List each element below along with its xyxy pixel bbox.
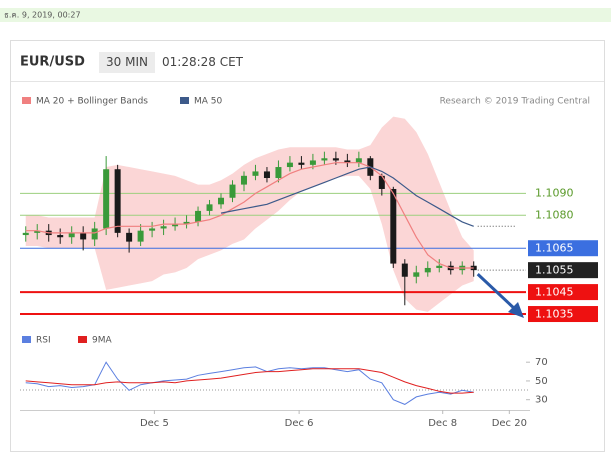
level-label: 1.1055 xyxy=(535,264,574,277)
legend-swatch xyxy=(22,97,31,104)
candle-body xyxy=(275,167,282,179)
level-label: 1.1080 xyxy=(535,208,574,221)
y-tick-label: 50 xyxy=(535,376,548,387)
candle-body xyxy=(240,175,247,185)
timeframe-box xyxy=(99,52,155,73)
legend-label: MA 20 + Bollinger Bands xyxy=(36,97,148,107)
candle-body xyxy=(378,175,385,189)
bollinger-band xyxy=(25,116,474,312)
candle-body xyxy=(436,265,443,268)
level-box xyxy=(528,240,598,257)
candle-body xyxy=(263,171,270,179)
candle-body xyxy=(424,267,431,273)
candle-body xyxy=(321,158,328,161)
candle-body xyxy=(34,230,41,233)
candle-body xyxy=(309,160,316,165)
candle-body xyxy=(149,228,156,231)
credit: Research © 2019 Trading Central xyxy=(440,97,590,107)
candle-body xyxy=(286,162,293,168)
legend-label: 9MA xyxy=(92,336,112,346)
candle-body xyxy=(22,232,29,236)
candle-body xyxy=(470,265,477,271)
candle-body xyxy=(355,158,362,163)
timeframe: 30 MIN xyxy=(106,55,148,69)
legend-swatch xyxy=(180,97,189,104)
candle-body xyxy=(80,232,87,240)
clock: 01:28:28 CET xyxy=(162,55,244,69)
x-tick-label: Dec 20 xyxy=(492,418,527,429)
candle-body xyxy=(390,188,397,264)
legend-label: MA 50 xyxy=(194,97,223,107)
candle-body xyxy=(68,232,75,238)
candle-body xyxy=(229,184,236,198)
level-box xyxy=(528,284,598,301)
level-label: 1.1035 xyxy=(535,308,574,321)
candle-body xyxy=(344,160,351,163)
y-tick-label: 70 xyxy=(535,357,548,368)
symbol: EUR/USD xyxy=(20,55,85,70)
candle-body xyxy=(114,169,121,233)
level-label: 1.1045 xyxy=(535,286,574,299)
rsi-line xyxy=(25,361,474,405)
x-tick-label: Dec 5 xyxy=(140,418,169,429)
rsi-line xyxy=(25,368,474,394)
candle-body xyxy=(91,228,98,240)
candle-body xyxy=(413,272,420,277)
level-label: 1.1065 xyxy=(535,242,574,255)
legend-swatch xyxy=(78,336,87,343)
candle-body xyxy=(206,204,213,211)
legend-swatch xyxy=(22,336,31,343)
x-tick-label: Dec 6 xyxy=(285,418,314,429)
x-tick-label: Dec 8 xyxy=(428,418,457,429)
legend-label: RSI xyxy=(36,336,51,346)
ma-line xyxy=(25,162,474,269)
candle-body xyxy=(218,197,225,205)
level-box xyxy=(528,306,598,323)
candle-body xyxy=(298,162,305,165)
y-tick-label: 30 xyxy=(535,395,548,406)
level-label: 1.1090 xyxy=(535,186,574,199)
forecast-arrowhead xyxy=(508,302,524,318)
candle-body xyxy=(401,263,408,277)
ma-line xyxy=(220,166,474,227)
candle-body xyxy=(252,171,259,176)
candle-body xyxy=(332,158,339,161)
forecast-arrow xyxy=(476,273,518,312)
candle-body xyxy=(57,235,64,238)
candle-body xyxy=(183,221,190,225)
candle-body xyxy=(195,210,202,222)
timestamp: ธ.ค. 9, 2019, 00:27 xyxy=(4,11,81,20)
level-box xyxy=(528,262,598,279)
candle-body xyxy=(137,230,144,242)
candle-body xyxy=(160,226,167,229)
candle-body xyxy=(172,224,179,227)
candle-body xyxy=(126,232,133,242)
candle-body xyxy=(103,169,110,229)
date-bar xyxy=(0,8,611,22)
